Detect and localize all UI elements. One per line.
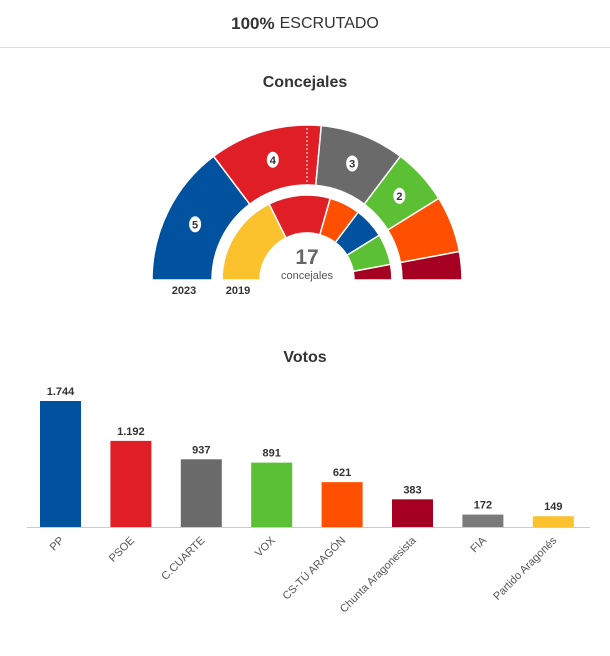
outer-ring-badge-3 [393,187,406,204]
category-label-0: PP [48,535,67,554]
outer-ring-badge-0 [189,216,202,233]
seats-total-label: concejales [281,270,333,282]
inner-ring-seg-5 [352,263,393,281]
outer-ring-badge-1 [266,151,279,168]
bar-0 [40,401,81,527]
category-label-3: VOX [253,534,278,559]
outer-ring-seg-5 [399,250,463,281]
bar-1 [110,440,152,527]
outer-ring-badge-label-1: 4 [270,155,277,167]
scrutiny-label: ESCRUTADO [279,14,379,32]
votes-chart: 1.744 PP 1.192 PSOE 937 C.CUARTE 891 VOX 621 CS-T… [27,386,590,615]
bar-3 [251,462,293,527]
scrutiny-header: 100% ESCRUTADO [0,0,610,48]
bar-value-label-1: 1.192 [117,426,145,438]
bar-5 [392,499,433,527]
bar-7 [532,516,574,527]
inner-ring-label: 2019 [226,285,250,297]
bar-value-label-6: 172 [474,500,492,512]
bar-2 [180,459,222,527]
bar-value-label-5: 383 [403,484,421,496]
category-label-2: C.CUARTE [159,535,207,583]
seats-chart-title: Concejales [262,74,348,91]
category-label-4: CS-TÚ ARAGÓN [280,534,348,602]
bar-value-label-7: 149 [544,501,562,513]
scrutiny-percent: 100% [231,13,275,33]
bar-value-label-4: 621 [333,467,351,479]
bar-value-label-2: 937 [192,444,210,456]
bar-value-label-3: 891 [263,448,281,460]
votes-chart-title: Votos [283,349,327,366]
bar-4 [321,482,363,527]
bar-value-label-0: 1.744 [47,386,75,398]
outer-ring-badge-label-3: 2 [396,191,402,203]
outer-ring-badge-label-0: 5 [192,219,198,231]
category-label-6: FIA [468,534,489,555]
category-label-5: Chunta Aragonesista [338,534,419,615]
category-label-7: Partido Aragonés [491,534,560,603]
bar-6 [462,514,504,527]
seats-total: 17 [295,246,318,269]
outer-ring-badge-2 [346,155,359,172]
outer-ring-label: 2023 [172,285,196,297]
category-label-1: PSOE [107,535,137,565]
outer-ring-badge-label-2: 3 [349,158,355,170]
